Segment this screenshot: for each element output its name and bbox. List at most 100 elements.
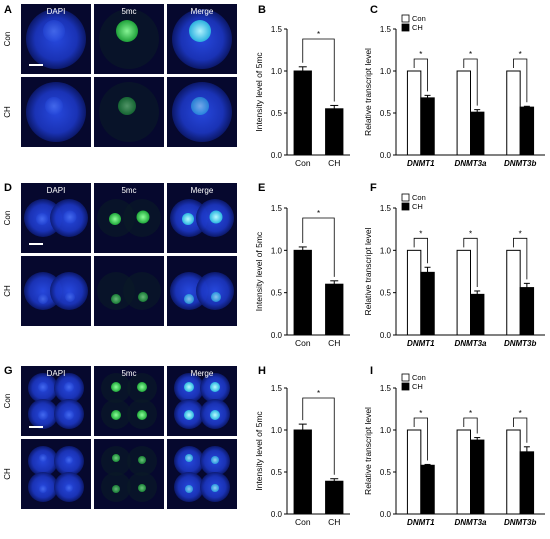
bar (325, 480, 344, 515)
blastomere (50, 272, 88, 310)
nucleus (43, 20, 65, 42)
methylation-signal (109, 213, 121, 225)
panel-label-a: A (4, 4, 12, 16)
x-tick-label: Con (295, 338, 311, 348)
bar (406, 70, 422, 156)
x-tick-label: Con (295, 517, 311, 527)
methylation-signal (137, 410, 147, 420)
bar (506, 70, 521, 156)
column-header: Merge (191, 186, 214, 195)
y-tick-label: 1.0 (380, 67, 392, 76)
bar (420, 271, 435, 336)
x-tick-label: DNMT3b (504, 339, 537, 348)
y-axis-title: Relative transcript level (363, 48, 373, 136)
x-tick-label: DNMT1 (407, 159, 435, 168)
nucleus (45, 97, 63, 115)
y-tick-label: 1.5 (380, 25, 392, 34)
bar (506, 249, 521, 336)
methylation-signal (111, 382, 121, 392)
bar (470, 111, 485, 156)
y-tick-label: 1.5 (380, 384, 392, 393)
panel-label-b: B (258, 4, 266, 16)
merge-signal (210, 382, 220, 392)
significance-bracket (413, 417, 428, 461)
nucleus (64, 410, 74, 420)
row-label: CH (3, 285, 12, 297)
y-tick-label: 1.0 (380, 426, 392, 435)
methylation-signal (138, 484, 146, 492)
significance-star: * (419, 409, 422, 418)
row-label: Con (3, 211, 12, 226)
micrograph-tile: 5mc (94, 183, 164, 253)
micrograph-tile (94, 256, 164, 326)
nucleus (65, 484, 73, 492)
significance-star: * (469, 409, 472, 418)
column-header: 5mc (121, 369, 136, 378)
legend-label: CH (412, 202, 423, 211)
panel-label-h: H (258, 365, 266, 377)
panel-label-d: D (4, 182, 12, 194)
methylation-signal (137, 382, 147, 392)
y-tick-label: 1.5 (380, 204, 392, 213)
column-header: 5mc (121, 186, 136, 195)
nucleus (36, 213, 48, 225)
significance-star: * (317, 389, 320, 398)
nucleus (38, 410, 48, 420)
y-tick-label: 0.5 (380, 289, 392, 298)
bar (506, 429, 521, 515)
legend-label: CH (412, 23, 423, 32)
merge-signal (189, 20, 211, 42)
methylation-signal (136, 210, 150, 224)
micrograph-grid-d: Con DAPI 5mc Merge CH (3, 183, 237, 326)
significance-star: * (519, 229, 522, 238)
methylation-signal (118, 97, 136, 115)
methylation-signal (111, 294, 121, 304)
x-tick-label: DNMT3a (454, 159, 487, 168)
significance-bracket (463, 237, 478, 287)
y-tick-label: 1.0 (380, 246, 392, 255)
y-axis-title: Intensity level of 5mc (254, 411, 264, 491)
x-tick-label: CH (328, 158, 340, 168)
legend-label: Con (412, 193, 426, 202)
merge-signal (184, 410, 194, 420)
y-tick-label: 0.0 (271, 510, 283, 519)
tile-background (94, 439, 164, 509)
nucleus (65, 456, 73, 464)
significance-bracket (513, 237, 528, 280)
bar (420, 464, 435, 515)
micrograph-tile (94, 439, 164, 509)
nucleus (63, 210, 77, 224)
y-tick-label: 0.0 (380, 510, 392, 519)
merge-signal (211, 456, 219, 464)
bar (420, 97, 435, 156)
y-tick-label: 0.0 (380, 151, 392, 160)
micrograph-grid-g: Con DAPI 5mc Merge CH (3, 366, 237, 509)
bar (519, 106, 535, 156)
x-tick-label: Con (295, 158, 311, 168)
x-tick-label: CH (328, 338, 340, 348)
methylation-signal (112, 454, 120, 462)
y-tick-label: 0.5 (380, 468, 392, 477)
bar (456, 249, 471, 336)
column-header: 5mc (121, 7, 136, 16)
x-tick-label: DNMT3b (504, 518, 537, 527)
chart-f: 0.0 0.5 1.0 1.5 Relative transcript level DNM… (363, 193, 545, 348)
nucleus (65, 292, 75, 302)
y-tick-label: 0.5 (380, 109, 392, 118)
y-tick-label: 0.0 (271, 331, 283, 340)
methylation-signal (111, 410, 121, 420)
merge-signal (209, 210, 223, 224)
significance-bracket (413, 58, 428, 92)
chart-c: 0.0 0.5 1.0 1.5 Relative transcript level DNM… (363, 14, 545, 168)
micrograph-tile (21, 256, 91, 326)
significance-star: * (469, 50, 472, 59)
merge-signal (184, 294, 194, 304)
micrograph-tile: Merge (167, 4, 237, 74)
bar (406, 429, 422, 515)
panel-label-e: E (258, 182, 265, 194)
legend-swatch (401, 382, 410, 391)
y-tick-label: 1.0 (271, 246, 283, 255)
bar (519, 451, 535, 515)
blastomere (170, 272, 208, 310)
